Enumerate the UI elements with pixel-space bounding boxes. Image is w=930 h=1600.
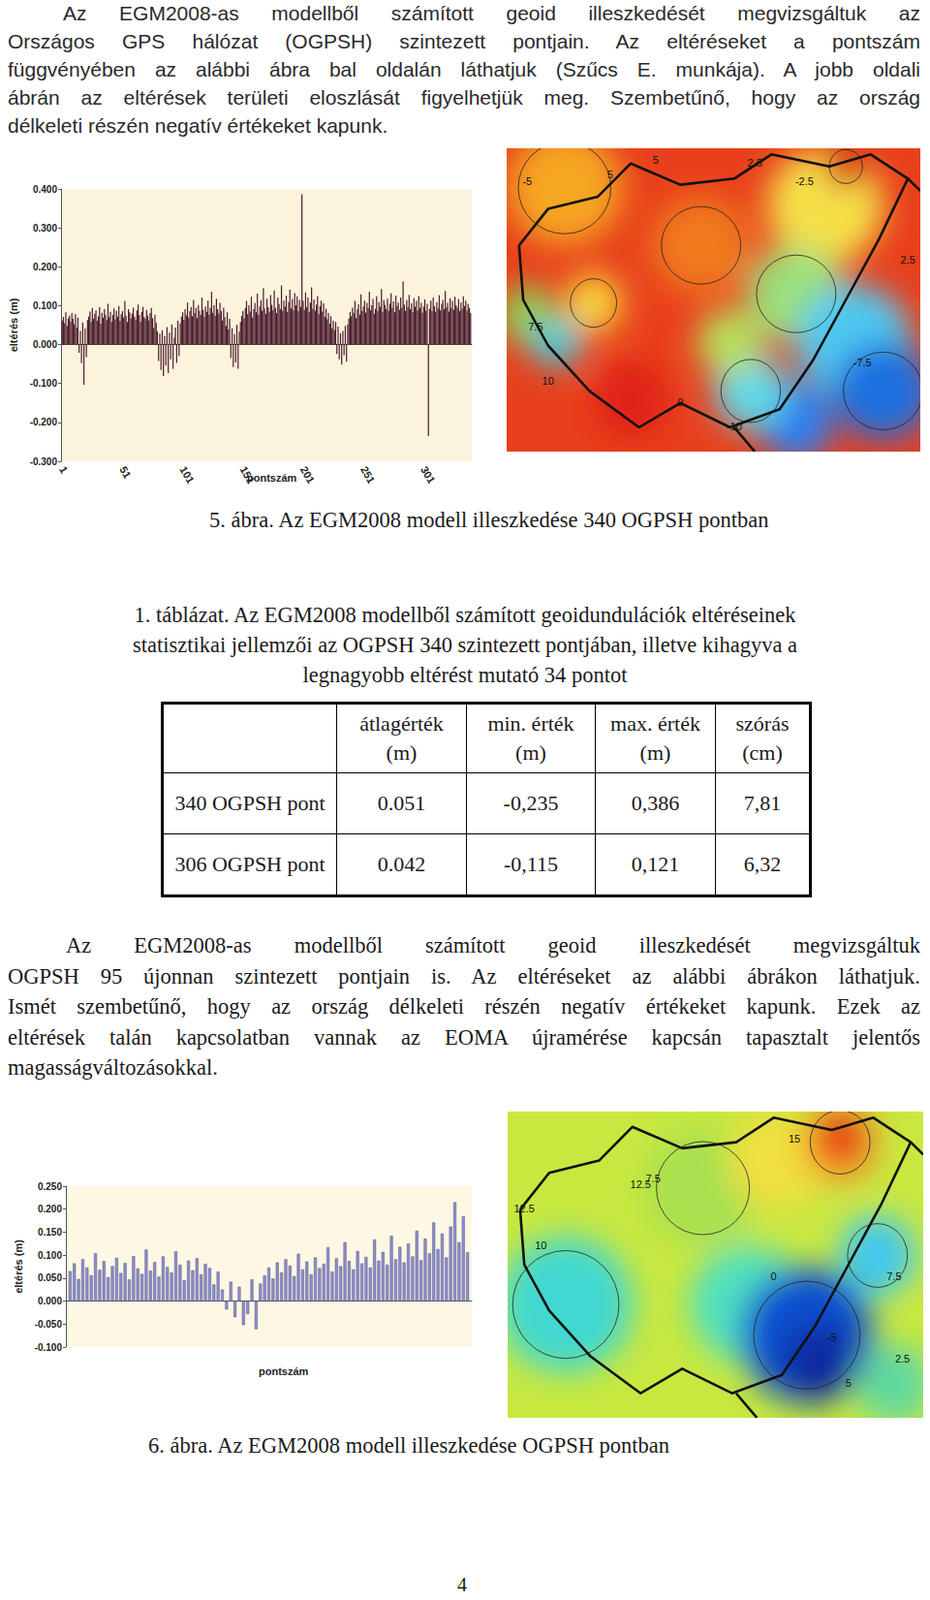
html-text:Az EGM2008-as modellből számít: Az EGM2008-as modellből számított geoid … [62, 1, 921, 25]
svg-text:eltérés (m): eltérés (m) [7, 297, 20, 352]
svg-text:0.050: 0.050 [37, 1271, 62, 1283]
svg-text:eltérés (m): eltérés (m) [12, 1239, 25, 1294]
html-text:0.042: 0.042 [377, 851, 426, 876]
svg-text:0.200: 0.200 [37, 1203, 62, 1214]
svg-text:15: 15 [788, 1132, 801, 1145]
svg-text:2.5: 2.5 [900, 253, 916, 266]
svg-text:-2.5: -2.5 [795, 175, 814, 187]
svg-text:7.5: 7.5 [886, 1270, 901, 1282]
svg-text:2.5: 2.5 [747, 156, 763, 169]
html-text:szórás (cm): szórás (cm) [735, 711, 790, 765]
svg-text:0.000: 0.000 [32, 339, 58, 350]
svg-text:12.5: 12.5 [630, 1178, 651, 1190]
html-text:délkeleti részén negatív érték: délkeleti részén negatív értékeket kapun… [7, 114, 388, 137]
svg-text:7.5: 7.5 [645, 1171, 661, 1184]
svg-text:-0.100: -0.100 [30, 377, 59, 389]
svg-text:0.000: 0.000 [37, 1295, 62, 1306]
svg-text:0.200: 0.200 [32, 261, 58, 273]
html-text:ábrán az eltérések területi el: ábrán az eltérések területi eloszlását f… [7, 86, 921, 109]
html-text:max. érték (m): max. érték (m) [610, 711, 701, 765]
html-text:0,121: 0,121 [631, 851, 680, 876]
svg-text:0.100: 0.100 [37, 1249, 62, 1261]
svg-text:51: 51 [117, 464, 134, 481]
html-text:magasságváltozásokkal.: magasságváltozásokkal. [7, 1054, 218, 1080]
svg-text:-5: -5 [827, 1331, 837, 1343]
html-text:legnagyobb eltérést mutató 34: legnagyobb eltérést mutató 34 pontot [302, 662, 628, 687]
svg-text:0.100: 0.100 [32, 300, 58, 311]
svg-text:0.250: 0.250 [37, 1180, 62, 1192]
html-text:Ismét szembetűnő, hogy az orsz: Ismét szembetűnő, hogy az ország délkele… [7, 993, 921, 1019]
html-text:6,32: 6,32 [743, 851, 782, 876]
svg-text:pontszám: pontszám [258, 1364, 310, 1377]
svg-text:-10: -10 [726, 420, 743, 433]
html-text:5. ábra. Az EGM2008 modell ill: 5. ábra. Az EGM2008 modell illeszkedése … [209, 507, 769, 532]
html-text:4: 4 [457, 1573, 467, 1595]
svg-text:0.400: 0.400 [32, 184, 58, 195]
html-text:átlagérték (m): átlagérték (m) [359, 711, 444, 765]
svg-text:101: 101 [177, 464, 197, 486]
svg-text:0.300: 0.300 [32, 222, 58, 234]
html-text:-0,235: -0,235 [503, 790, 559, 815]
svg-text:pontszám: pontszám [247, 471, 298, 484]
svg-text:-7.5: -7.5 [853, 356, 872, 369]
svg-text:5: 5 [607, 168, 614, 181]
html-text:340 OGPSH pont: 340 OGPSH pont [174, 790, 326, 815]
svg-text:-5: -5 [522, 175, 532, 187]
svg-text:301: 301 [418, 464, 438, 486]
html-text:min. érték (m): min. érték (m) [487, 711, 575, 765]
html-text:Az EGM2008-as modellből számít: Az EGM2008-as modellből számított geoid … [65, 932, 921, 958]
html-text:306 OGPSH pont: 306 OGPSH pont [174, 851, 326, 876]
svg-text:0.150: 0.150 [37, 1226, 62, 1238]
html-text:eltérések talán kapcsolatban v: eltérések talán kapcsolatban vannak az E… [7, 1024, 921, 1049]
svg-text:0: 0 [677, 396, 683, 408]
html-text:6. ábra. Az EGM2008 modell ill: 6. ábra. Az EGM2008 modell illeszkedése … [148, 1432, 670, 1457]
html-text:0.051: 0.051 [377, 790, 426, 815]
html-text:1. táblázat. Az EGM2008 modell: 1. táblázat. Az EGM2008 modellből számít… [134, 602, 796, 627]
svg-text:201: 201 [298, 464, 318, 486]
svg-text:251: 251 [358, 464, 378, 486]
html-text:statisztikai jellemzői az OGPS: statisztikai jellemzői az OGPSH 340 szin… [132, 632, 798, 657]
svg-text:-0.300: -0.300 [30, 456, 59, 467]
svg-text:2.5: 2.5 [895, 1352, 910, 1364]
svg-text:0: 0 [770, 1270, 776, 1282]
svg-text:-0.050: -0.050 [34, 1318, 63, 1330]
html-text:-0,115: -0,115 [503, 851, 558, 876]
svg-text:10: 10 [534, 1239, 547, 1251]
svg-text:10: 10 [542, 374, 555, 387]
svg-text:1: 1 [57, 464, 70, 475]
svg-text:7.5: 7.5 [527, 320, 543, 333]
svg-text:5: 5 [845, 1376, 852, 1389]
svg-text:12.5: 12.5 [513, 1202, 534, 1214]
svg-text:-0.100: -0.100 [34, 1341, 63, 1353]
html-text:0,386: 0,386 [631, 790, 680, 815]
svg-text:5: 5 [652, 154, 659, 166]
html-text:7,81: 7,81 [743, 790, 782, 815]
html-text:Országos GPS hálózat (OGPSH) s: Országos GPS hálózat (OGPSH) szintezett … [7, 30, 921, 53]
html-text:OGPSH 95 újonnan szintezett po: OGPSH 95 újonnan szintezett pontjain is.… [7, 963, 921, 988]
svg-text:-0.200: -0.200 [30, 416, 59, 428]
html-text:függvényében az alábbi ábra ba: függvényében az alábbi ábra bal oldalán … [7, 58, 921, 81]
